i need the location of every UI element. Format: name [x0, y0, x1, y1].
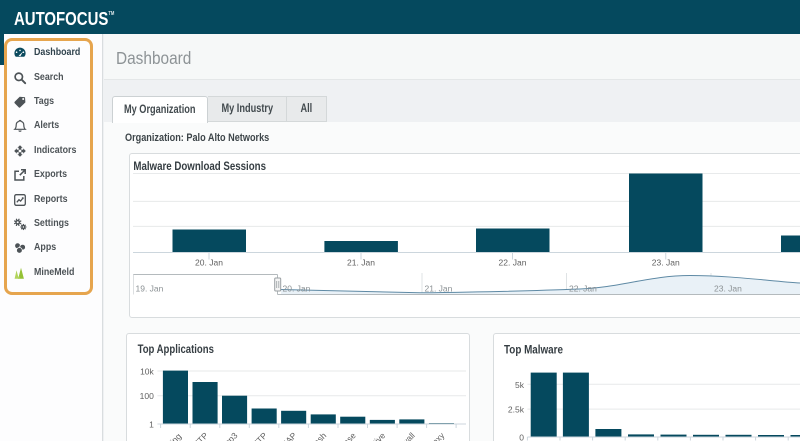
svg-text:100: 100: [140, 391, 154, 401]
svg-text:5k: 5k: [515, 380, 525, 390]
svg-text:1: 1: [149, 419, 154, 429]
svg-text:2.5k: 2.5k: [508, 405, 525, 415]
svg-text:pop3: pop3: [219, 430, 240, 441]
svg-text:10k: 10k: [140, 366, 154, 376]
svg-text:22. Jan: 22. Jan: [569, 283, 597, 293]
svg-text:base: base: [338, 430, 358, 441]
svg-text:20. Jan: 20. Jan: [283, 283, 311, 293]
svg-text:Top Applications: Top Applications: [138, 342, 214, 356]
svg-text:active: active: [365, 430, 388, 441]
svg-text:FTP: FTP: [192, 430, 211, 441]
svg-text:Top Malware: Top Malware: [504, 343, 563, 357]
svg-text:IMAP: IMAP: [277, 430, 299, 441]
svg-text:21. Jan: 21. Jan: [347, 258, 375, 268]
svg-text:proxy: proxy: [425, 430, 447, 441]
svg-text:0: 0: [519, 433, 524, 441]
svg-text:19. Jan: 19. Jan: [136, 283, 164, 293]
svg-text:21. Jan: 21. Jan: [425, 283, 453, 293]
svg-text:firewall: firewall: [391, 430, 417, 441]
svg-text:SMTP: SMTP: [245, 430, 269, 441]
svg-text:ssh: ssh: [312, 430, 329, 441]
svg-text:20. Jan: 20. Jan: [195, 258, 223, 268]
svg-text:22. Jan: 22. Jan: [499, 258, 527, 268]
svg-text:23. Jan: 23. Jan: [714, 283, 742, 293]
svg-text:23. Jan: 23. Jan: [652, 258, 680, 268]
svg-text:web-browsing: web-browsing: [138, 431, 183, 441]
svg-text:Malware Download Sessions: Malware Download Sessions: [133, 159, 266, 173]
